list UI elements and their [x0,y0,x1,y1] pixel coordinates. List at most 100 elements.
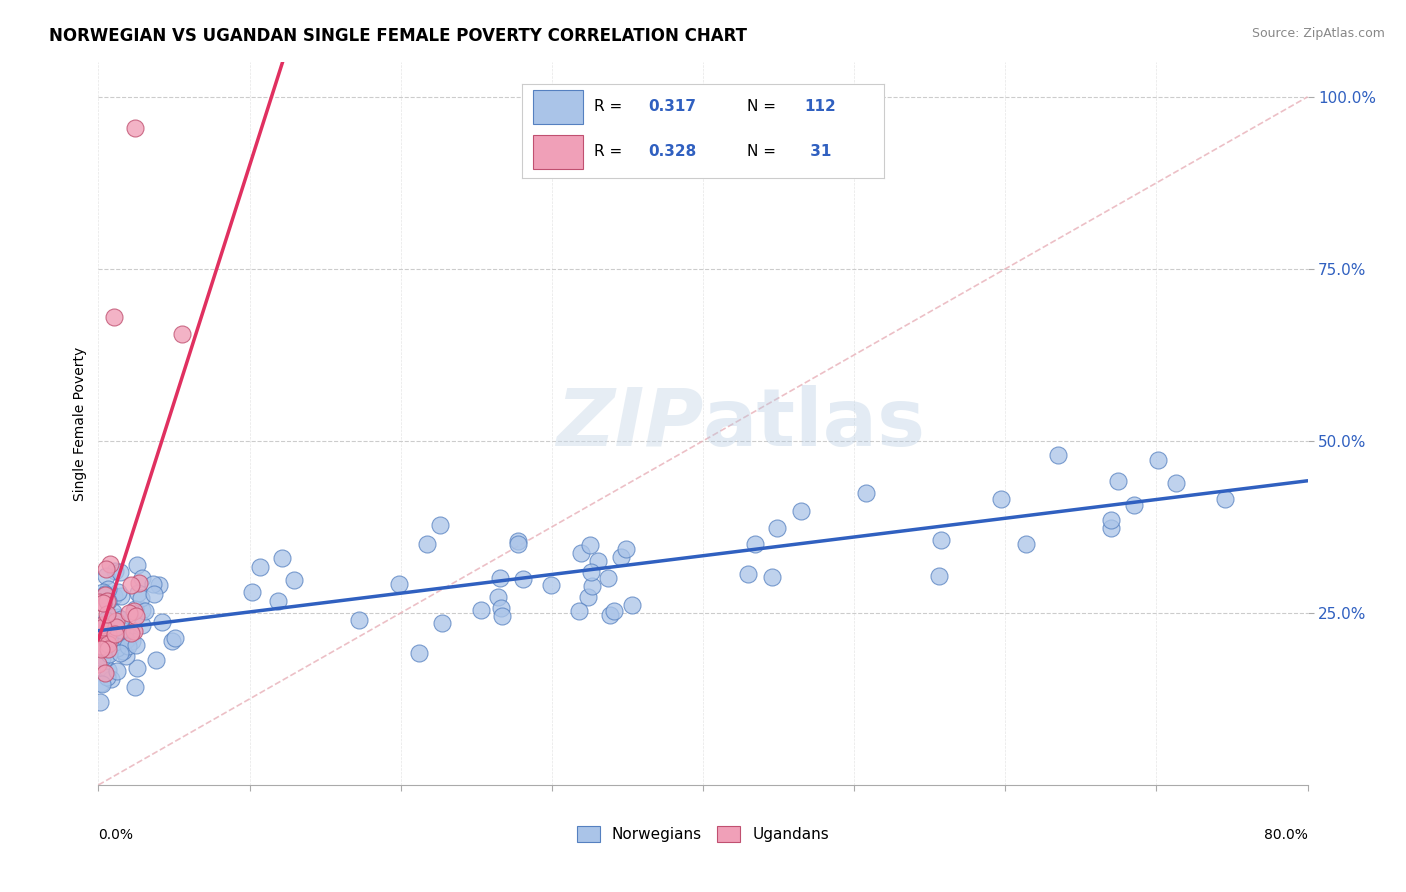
Point [744,536,766,550]
Point [790,504,813,518]
Text: Source: ZipAtlas.com: Source: ZipAtlas.com [1251,27,1385,40]
Point [929,533,952,548]
Point [90,642,112,657]
Point [91,585,114,599]
Point [124,680,146,694]
Point [96,562,118,576]
Point [97,627,120,641]
Point [488,571,510,585]
Point [163,631,186,645]
Point [104,564,127,578]
Point [766,521,789,535]
Text: NORWEGIAN VS UGANDAN SINGLE FEMALE POVERTY CORRELATION CHART: NORWEGIAN VS UGANDAN SINGLE FEMALE POVER… [49,27,747,45]
Point [616,541,638,556]
Point [101,605,124,619]
Point [101,621,124,635]
Point [120,578,142,592]
Point [1146,452,1168,467]
Point [1164,475,1187,490]
Point [569,546,592,560]
Point [117,606,139,620]
Point [96,613,118,627]
Point [128,586,150,600]
Point [97,647,120,661]
Point [620,599,643,613]
Point [349,613,371,627]
Point [97,642,120,657]
Point [108,628,131,642]
Point [91,651,114,665]
Point [129,591,152,605]
Point [506,536,529,550]
Point [737,566,759,581]
Point [96,569,118,583]
Point [240,585,263,599]
Point [91,677,114,691]
Point [87,657,110,671]
Point [90,617,112,632]
Point [131,603,153,617]
Point [125,608,148,623]
Legend: Norwegians, Ugandans: Norwegians, Ugandans [569,818,837,849]
Point [266,594,288,608]
Point [117,639,139,653]
Point [97,594,120,608]
Point [110,590,132,604]
Point [125,638,148,652]
Point [121,633,143,648]
Point [1099,521,1122,535]
Point [96,670,118,684]
Point [486,590,509,604]
Point [103,310,125,324]
Point [110,613,132,627]
Point [131,571,153,585]
Point [124,624,146,638]
Point [97,663,120,677]
Point [598,571,620,585]
Point [928,569,950,583]
Point [599,608,621,623]
Point [148,578,170,592]
Point [96,615,118,629]
Point [104,620,127,634]
Point [508,533,530,548]
Point [114,624,136,638]
Point [108,646,131,660]
Point [142,577,165,591]
Point [150,615,173,630]
Point [103,589,125,603]
Point [110,623,132,637]
Point [100,672,122,686]
Point [430,615,453,630]
Point [94,588,117,602]
Point [134,604,156,618]
Point [579,539,602,553]
Point [104,626,127,640]
Point [415,537,437,551]
Point [491,609,513,624]
Point [1046,448,1069,462]
Point [91,596,114,610]
Point [105,609,128,624]
Point [105,615,128,629]
Point [429,517,451,532]
Point [94,665,117,680]
Point [761,570,783,584]
Point [120,626,142,640]
Point [105,640,128,655]
Point [990,491,1012,506]
Point [1213,491,1236,506]
Point [170,327,193,342]
Point [124,602,146,616]
Point [145,653,167,667]
Point [388,577,411,591]
Point [104,634,127,648]
Point [1107,475,1129,489]
Point [90,676,112,690]
Point [105,664,128,678]
Text: atlas: atlas [703,384,927,463]
Point [91,624,114,639]
Text: 0.0%: 0.0% [98,829,134,842]
Point [125,660,148,674]
Point [124,604,146,618]
